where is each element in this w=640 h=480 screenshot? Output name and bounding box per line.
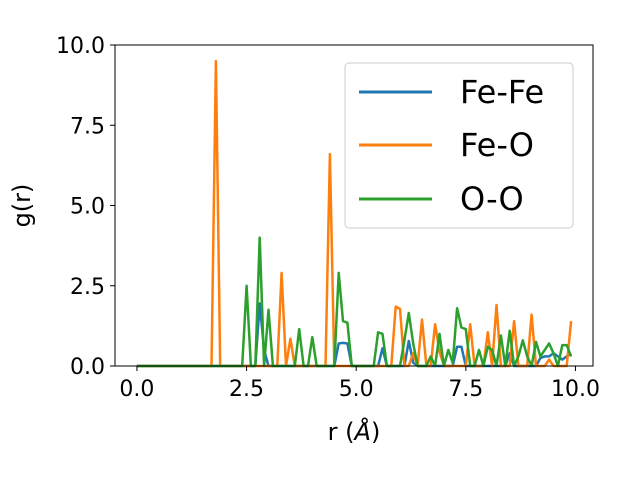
legend: Fe-Fe Fe-O O-O — [344, 62, 574, 229]
y-tick-label: 7.5 — [70, 114, 105, 139]
legend-box — [344, 62, 574, 229]
legend-label-fe-o: Fe-O — [460, 126, 534, 164]
legend-label-o-o: O-O — [460, 180, 524, 218]
y-axis-label: g(r) — [8, 184, 36, 228]
x-tick-label: 10.0 — [551, 377, 600, 402]
x-axis: 0.0 2.5 5.0 7.5 10.0 — [119, 366, 600, 402]
x-axis-label: r (Å) — [328, 417, 381, 446]
y-tick-label: 10.0 — [56, 34, 105, 59]
x-tick-label: 5.0 — [339, 377, 374, 402]
x-tick-label: 2.5 — [229, 377, 264, 402]
y-tick-label: 0.0 — [70, 355, 105, 380]
y-tick-label: 2.5 — [70, 275, 105, 300]
y-tick-label: 5.0 — [70, 195, 105, 220]
x-tick-label: 0.0 — [119, 377, 154, 402]
legend-label-fe-fe: Fe-Fe — [460, 73, 544, 111]
x-tick-label: 7.5 — [448, 377, 483, 402]
y-axis: 0.0 2.5 5.0 7.5 10.0 — [56, 34, 115, 380]
